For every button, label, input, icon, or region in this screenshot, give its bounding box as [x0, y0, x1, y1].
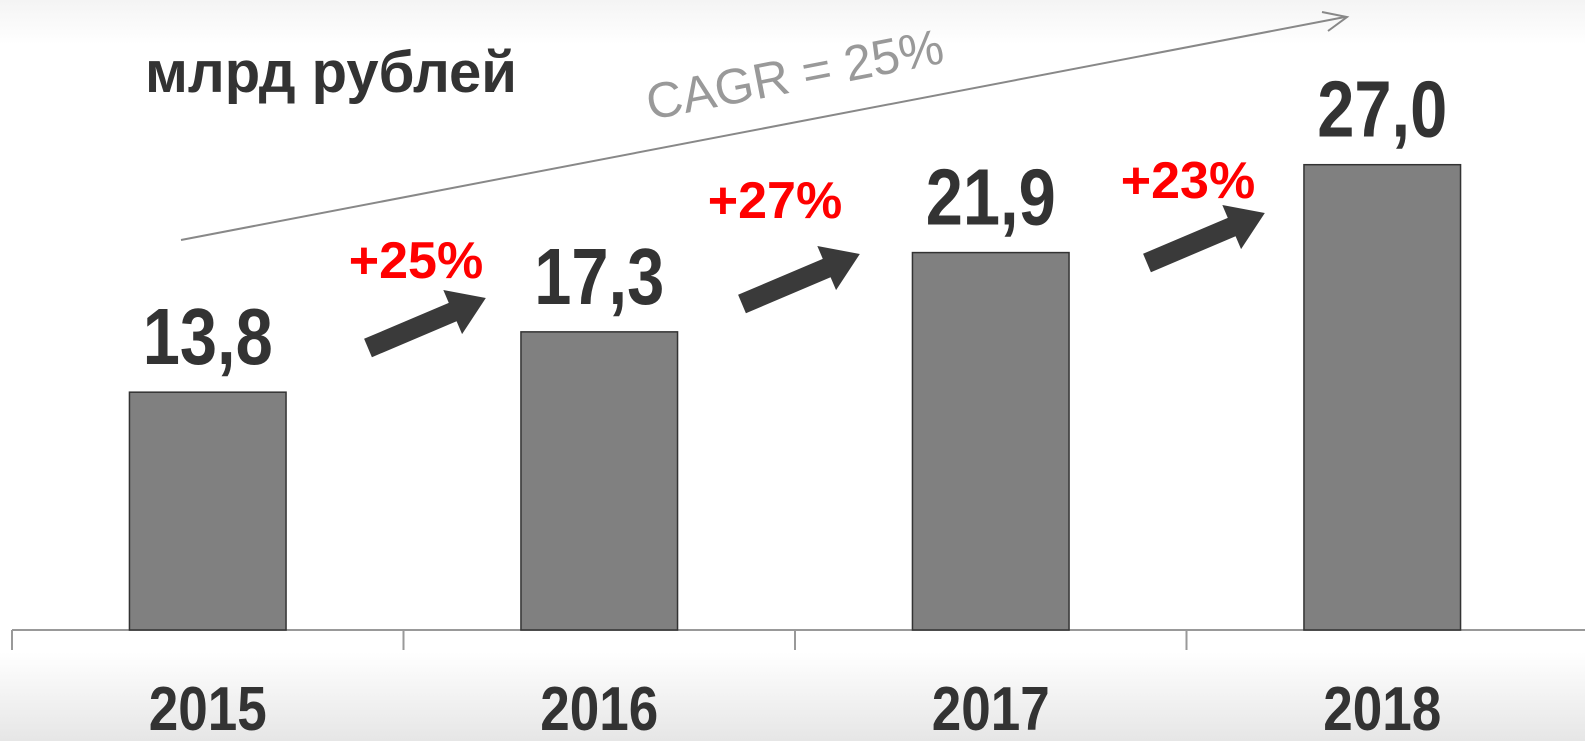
value-label: 13,8	[143, 292, 273, 381]
growth-label: +25%	[349, 232, 483, 290]
bar	[1303, 163, 1462, 631]
cagr-arrowhead	[1321, 11, 1350, 32]
x-tick-label: 2015	[149, 675, 267, 741]
value-label: 27,0	[1317, 65, 1447, 154]
bar	[520, 331, 679, 631]
growth-arrow	[738, 245, 860, 314]
value-label: 21,9	[926, 153, 1056, 242]
growth-arrow	[364, 289, 486, 358]
bar	[911, 251, 1070, 631]
growth-arrow	[1143, 204, 1265, 273]
x-tick-label: 2017	[932, 675, 1050, 741]
x-tick-label: 2018	[1323, 675, 1441, 741]
growth-arrows	[364, 204, 1265, 358]
cagr-line	[180, 16, 1346, 241]
value-label: 17,3	[534, 232, 664, 321]
chart-title: млрд рублей	[145, 40, 517, 105]
bar	[128, 391, 287, 631]
growth-label: +23%	[1121, 152, 1255, 210]
growth-label: +27%	[708, 172, 842, 230]
x-tick-label: 2016	[540, 675, 658, 741]
